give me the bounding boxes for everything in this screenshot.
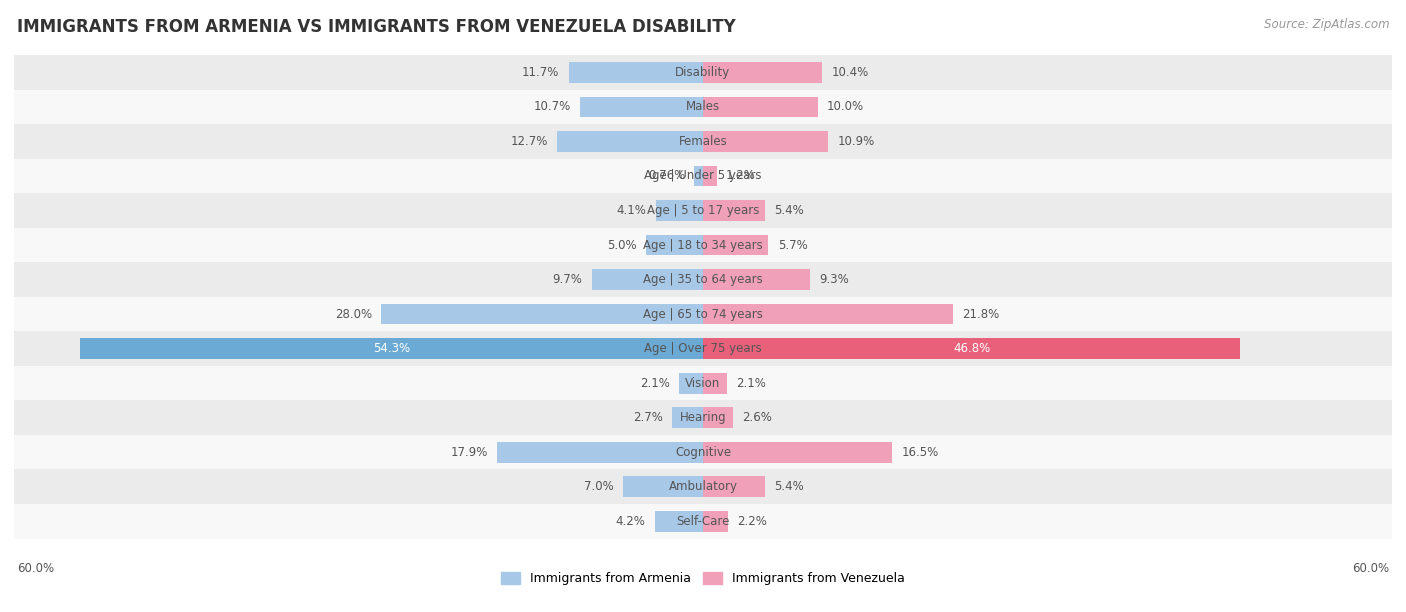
Text: 46.8%: 46.8% xyxy=(953,342,990,355)
Bar xyxy=(80,338,703,359)
Bar xyxy=(703,97,818,118)
Text: 4.1%: 4.1% xyxy=(617,204,647,217)
Text: 60.0%: 60.0% xyxy=(17,562,53,575)
Bar xyxy=(14,159,1392,193)
Text: 28.0%: 28.0% xyxy=(335,308,373,321)
Text: Cognitive: Cognitive xyxy=(675,446,731,459)
Bar xyxy=(703,131,828,152)
Bar xyxy=(14,55,1392,89)
Bar xyxy=(703,62,823,83)
Bar xyxy=(498,442,703,463)
Text: 2.1%: 2.1% xyxy=(737,376,766,390)
Bar xyxy=(703,234,769,255)
Bar xyxy=(703,304,953,324)
Text: Females: Females xyxy=(679,135,727,148)
Text: 5.4%: 5.4% xyxy=(775,480,804,493)
Text: 2.1%: 2.1% xyxy=(640,376,669,390)
Text: 11.7%: 11.7% xyxy=(522,66,560,79)
Bar xyxy=(703,166,717,186)
Bar xyxy=(592,269,703,290)
Text: Source: ZipAtlas.com: Source: ZipAtlas.com xyxy=(1264,18,1389,31)
Bar xyxy=(695,166,703,186)
Bar xyxy=(672,408,703,428)
Text: 4.2%: 4.2% xyxy=(616,515,645,528)
Bar xyxy=(703,408,733,428)
Text: 10.0%: 10.0% xyxy=(827,100,865,113)
Bar xyxy=(14,469,1392,504)
Text: 9.3%: 9.3% xyxy=(818,273,849,286)
Text: Males: Males xyxy=(686,100,720,113)
Bar xyxy=(14,89,1392,124)
Text: 7.0%: 7.0% xyxy=(583,480,613,493)
Bar xyxy=(581,97,703,118)
Bar xyxy=(568,62,703,83)
Text: 0.76%: 0.76% xyxy=(648,170,685,182)
Bar xyxy=(14,228,1392,263)
Text: 10.4%: 10.4% xyxy=(831,66,869,79)
Legend: Immigrants from Armenia, Immigrants from Venezuela: Immigrants from Armenia, Immigrants from… xyxy=(496,567,910,591)
Bar xyxy=(557,131,703,152)
Text: Age | 35 to 64 years: Age | 35 to 64 years xyxy=(643,273,763,286)
Bar xyxy=(14,263,1392,297)
Bar xyxy=(14,435,1392,469)
Text: Self-Care: Self-Care xyxy=(676,515,730,528)
Bar xyxy=(703,200,765,221)
Text: Vision: Vision xyxy=(685,376,721,390)
Bar xyxy=(14,193,1392,228)
Bar xyxy=(657,200,703,221)
Text: 2.7%: 2.7% xyxy=(633,411,662,424)
Text: 5.7%: 5.7% xyxy=(778,239,807,252)
Text: 60.0%: 60.0% xyxy=(1353,562,1389,575)
Bar xyxy=(703,373,727,394)
Bar xyxy=(381,304,703,324)
Bar xyxy=(703,442,893,463)
Text: 1.2%: 1.2% xyxy=(725,170,756,182)
Text: Ambulatory: Ambulatory xyxy=(668,480,738,493)
Text: Age | Under 5 years: Age | Under 5 years xyxy=(644,170,762,182)
Text: Disability: Disability xyxy=(675,66,731,79)
Text: 2.6%: 2.6% xyxy=(742,411,772,424)
Text: 10.7%: 10.7% xyxy=(534,100,571,113)
Text: Age | 18 to 34 years: Age | 18 to 34 years xyxy=(643,239,763,252)
Text: Hearing: Hearing xyxy=(679,411,727,424)
Text: 17.9%: 17.9% xyxy=(451,446,488,459)
Bar xyxy=(14,331,1392,366)
Text: 54.3%: 54.3% xyxy=(373,342,409,355)
Bar xyxy=(703,476,765,497)
Text: Age | Over 75 years: Age | Over 75 years xyxy=(644,342,762,355)
Bar xyxy=(679,373,703,394)
Bar xyxy=(645,234,703,255)
Bar xyxy=(623,476,703,497)
Text: 12.7%: 12.7% xyxy=(510,135,548,148)
Bar xyxy=(14,297,1392,331)
Text: Age | 65 to 74 years: Age | 65 to 74 years xyxy=(643,308,763,321)
Bar xyxy=(703,511,728,532)
Text: 9.7%: 9.7% xyxy=(553,273,582,286)
Text: 5.4%: 5.4% xyxy=(775,204,804,217)
Bar xyxy=(14,400,1392,435)
Text: 21.8%: 21.8% xyxy=(963,308,1000,321)
Bar xyxy=(655,511,703,532)
Bar xyxy=(703,338,1240,359)
Text: 16.5%: 16.5% xyxy=(901,446,939,459)
Bar xyxy=(14,504,1392,539)
Text: Age | 5 to 17 years: Age | 5 to 17 years xyxy=(647,204,759,217)
Bar xyxy=(703,269,810,290)
Bar xyxy=(14,124,1392,159)
Text: IMMIGRANTS FROM ARMENIA VS IMMIGRANTS FROM VENEZUELA DISABILITY: IMMIGRANTS FROM ARMENIA VS IMMIGRANTS FR… xyxy=(17,18,735,36)
Bar xyxy=(14,366,1392,400)
Text: 5.0%: 5.0% xyxy=(607,239,637,252)
Text: 2.2%: 2.2% xyxy=(738,515,768,528)
Text: 10.9%: 10.9% xyxy=(838,135,875,148)
